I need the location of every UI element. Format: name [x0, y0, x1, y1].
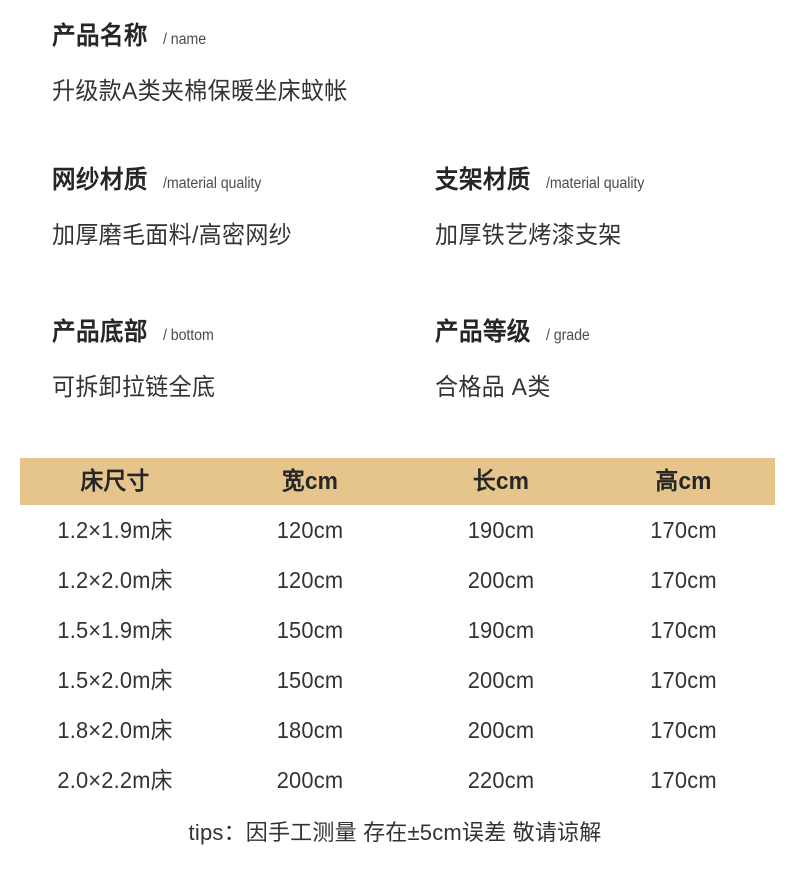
table-cell-height: 170cm [650, 666, 717, 693]
spec-block-frame-material: 支架材质 /material quality 加厚铁艺烤漆支架 [435, 168, 653, 248]
table-header-cell-height: 高cm [655, 467, 712, 495]
table-row: 1.2×1.9m床 120cm 190cm 170cm [20, 505, 775, 555]
spec-block-product-name: 产品名称 / name 升级款A类夹棉保暖坐床蚊帐 [52, 24, 347, 104]
spec-heading: 支架材质 /material quality [435, 168, 653, 193]
spec-heading: 网纱材质 /material quality [52, 168, 270, 193]
spec-label-cn: 产品底部 [52, 318, 148, 346]
table-header-cell-width: 宽cm [281, 467, 339, 495]
table-cell-bed-size: 1.8×2.0m床 [57, 716, 173, 743]
table-cell-width: 200cm [276, 766, 344, 793]
table-header-cell-bed-size: 床尺寸 [80, 467, 150, 495]
spec-heading: 产品名称 / name [52, 24, 210, 49]
spec-block-product-grade: 产品等级 / grade 合格品 A类 [435, 320, 594, 400]
table-row: 2.0×2.2m床 200cm 220cm 170cm [20, 755, 775, 805]
spec-label-en: /material quality [546, 175, 645, 192]
table-cell-width: 180cm [276, 716, 344, 743]
spec-block-mesh-material: 网纱材质 /material quality 加厚磨毛面料/高密网纱 [52, 168, 292, 248]
table-cell-width: 150cm [276, 666, 344, 693]
table-cell-width: 120cm [276, 566, 344, 593]
spec-label-cn: 产品等级 [435, 318, 531, 346]
spec-label-en: / grade [546, 327, 590, 344]
table-row: 1.5×2.0m床 150cm 200cm 170cm [20, 655, 775, 705]
spec-label-en: /material quality [163, 175, 262, 192]
spec-block-product-bottom: 产品底部 / bottom 可拆卸拉链全底 [52, 320, 218, 400]
table-cell-length: 200cm [467, 716, 535, 743]
tips-note: tips：因手工测量 存在±5cm误差 敬请谅解 [188, 820, 602, 845]
table-cell-bed-size: 1.5×1.9m床 [57, 616, 173, 643]
spec-value-product-name: 升级款A类夹棉保暖坐床蚊帐 [52, 78, 348, 105]
table-cell-length: 190cm [467, 516, 535, 543]
table-header-cell-length: 长cm [472, 467, 530, 495]
table-cell-height: 170cm [650, 516, 717, 543]
table-row: 1.2×2.0m床 120cm 200cm 170cm [20, 555, 775, 605]
table-cell-height: 170cm [650, 566, 717, 593]
table-cell-bed-size: 1.2×1.9m床 [57, 516, 173, 543]
table-cell-length: 190cm [467, 616, 535, 643]
spec-label-en: / name [163, 31, 207, 48]
table-cell-bed-size: 1.5×2.0m床 [57, 666, 173, 693]
spec-value-product-bottom: 可拆卸拉链全底 [52, 374, 216, 401]
table-cell-height: 170cm [650, 766, 717, 793]
spec-value-mesh-material: 加厚磨毛面料/高密网纱 [52, 222, 292, 249]
table-cell-length: 200cm [467, 566, 535, 593]
table-cell-width: 150cm [276, 616, 344, 643]
spec-heading: 产品底部 / bottom [52, 320, 218, 345]
table-cell-height: 170cm [650, 616, 717, 643]
table-cell-bed-size: 2.0×2.2m床 [57, 766, 173, 793]
table-cell-length: 220cm [467, 766, 535, 793]
table-cell-height: 170cm [650, 716, 717, 743]
table-row: 1.5×1.9m床 150cm 190cm 170cm [20, 605, 775, 655]
spec-value-product-grade: 合格品 A类 [435, 374, 551, 401]
spec-label-cn: 产品名称 [52, 22, 148, 50]
table-cell-length: 200cm [467, 666, 535, 693]
table-cell-width: 120cm [276, 516, 344, 543]
spec-label-cn: 网纱材质 [52, 166, 148, 194]
table-row: 1.8×2.0m床 180cm 200cm 170cm [20, 705, 775, 755]
spec-label-cn: 支架材质 [435, 166, 531, 194]
spec-value-frame-material: 加厚铁艺烤漆支架 [435, 222, 622, 249]
spec-heading: 产品等级 / grade [435, 320, 594, 345]
size-table: 床尺寸 宽cm 长cm 高cm 1.2×1.9m床 120cm 190cm 17… [20, 458, 775, 805]
table-header-row: 床尺寸 宽cm 长cm 高cm [20, 458, 775, 505]
spec-label-en: / bottom [163, 327, 214, 344]
table-cell-bed-size: 1.2×2.0m床 [57, 566, 173, 593]
